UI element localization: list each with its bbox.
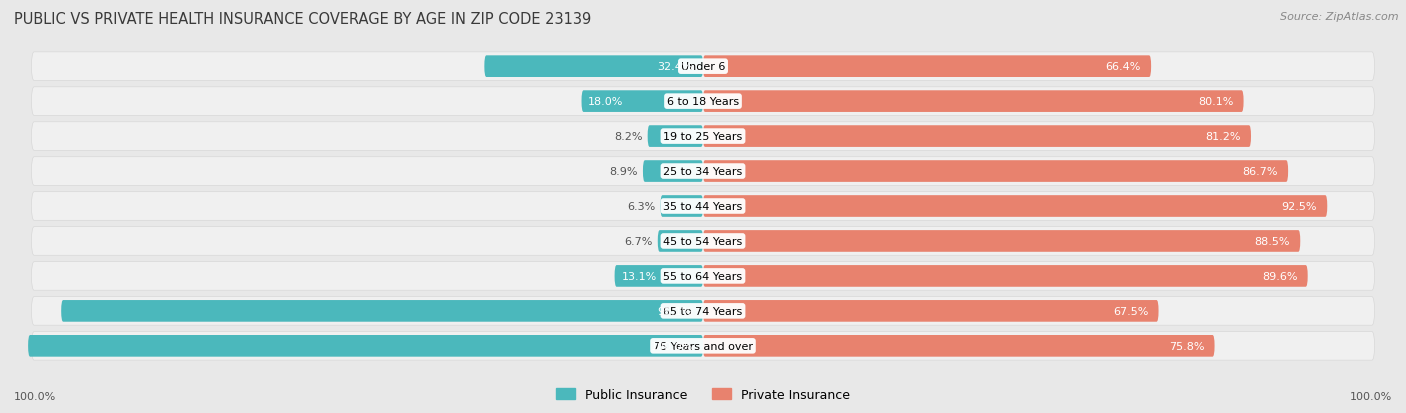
FancyBboxPatch shape xyxy=(31,122,1375,151)
Text: 88.5%: 88.5% xyxy=(1254,236,1291,247)
FancyBboxPatch shape xyxy=(703,91,1243,113)
Text: 80.1%: 80.1% xyxy=(1198,97,1233,107)
FancyBboxPatch shape xyxy=(703,56,1152,78)
FancyBboxPatch shape xyxy=(31,192,1375,221)
FancyBboxPatch shape xyxy=(703,126,1251,147)
Text: 75 Years and over: 75 Years and over xyxy=(652,341,754,351)
Text: 32.4%: 32.4% xyxy=(658,62,693,72)
Text: 6 to 18 Years: 6 to 18 Years xyxy=(666,97,740,107)
Text: 66.4%: 66.4% xyxy=(1105,62,1142,72)
FancyBboxPatch shape xyxy=(614,266,703,287)
Text: 13.1%: 13.1% xyxy=(621,271,657,281)
Text: 92.5%: 92.5% xyxy=(1282,202,1317,211)
FancyBboxPatch shape xyxy=(62,300,703,322)
FancyBboxPatch shape xyxy=(31,53,1375,81)
Text: 86.7%: 86.7% xyxy=(1243,166,1278,177)
FancyBboxPatch shape xyxy=(31,157,1375,186)
Text: 19 to 25 Years: 19 to 25 Years xyxy=(664,132,742,142)
Text: 67.5%: 67.5% xyxy=(1114,306,1149,316)
FancyBboxPatch shape xyxy=(582,91,703,113)
FancyBboxPatch shape xyxy=(703,230,1301,252)
FancyBboxPatch shape xyxy=(703,335,1215,357)
FancyBboxPatch shape xyxy=(31,227,1375,256)
Text: 18.0%: 18.0% xyxy=(588,97,624,107)
Text: 8.9%: 8.9% xyxy=(609,166,637,177)
Text: 100.0%: 100.0% xyxy=(651,341,693,351)
FancyBboxPatch shape xyxy=(31,297,1375,325)
FancyBboxPatch shape xyxy=(31,88,1375,116)
FancyBboxPatch shape xyxy=(31,262,1375,291)
Text: 89.6%: 89.6% xyxy=(1263,271,1298,281)
FancyBboxPatch shape xyxy=(703,161,1288,183)
FancyBboxPatch shape xyxy=(31,332,1375,360)
FancyBboxPatch shape xyxy=(28,335,703,357)
FancyBboxPatch shape xyxy=(643,161,703,183)
Text: 25 to 34 Years: 25 to 34 Years xyxy=(664,166,742,177)
Text: 81.2%: 81.2% xyxy=(1205,132,1241,142)
FancyBboxPatch shape xyxy=(703,266,1308,287)
Text: Under 6: Under 6 xyxy=(681,62,725,72)
FancyBboxPatch shape xyxy=(484,56,703,78)
Text: 6.3%: 6.3% xyxy=(627,202,655,211)
FancyBboxPatch shape xyxy=(703,300,1159,322)
Text: 35 to 44 Years: 35 to 44 Years xyxy=(664,202,742,211)
Legend: Public Insurance, Private Insurance: Public Insurance, Private Insurance xyxy=(555,388,851,401)
FancyBboxPatch shape xyxy=(661,196,703,217)
FancyBboxPatch shape xyxy=(703,196,1327,217)
Text: 100.0%: 100.0% xyxy=(14,391,56,401)
Text: 55 to 64 Years: 55 to 64 Years xyxy=(664,271,742,281)
Text: 95.1%: 95.1% xyxy=(658,306,693,316)
Text: 8.2%: 8.2% xyxy=(614,132,643,142)
Text: PUBLIC VS PRIVATE HEALTH INSURANCE COVERAGE BY AGE IN ZIP CODE 23139: PUBLIC VS PRIVATE HEALTH INSURANCE COVER… xyxy=(14,12,592,27)
Text: 75.8%: 75.8% xyxy=(1168,341,1205,351)
Text: Source: ZipAtlas.com: Source: ZipAtlas.com xyxy=(1281,12,1399,22)
Text: 100.0%: 100.0% xyxy=(1350,391,1392,401)
FancyBboxPatch shape xyxy=(648,126,703,147)
Text: 6.7%: 6.7% xyxy=(624,236,652,247)
Text: 45 to 54 Years: 45 to 54 Years xyxy=(664,236,742,247)
FancyBboxPatch shape xyxy=(658,230,703,252)
Text: 65 to 74 Years: 65 to 74 Years xyxy=(664,306,742,316)
